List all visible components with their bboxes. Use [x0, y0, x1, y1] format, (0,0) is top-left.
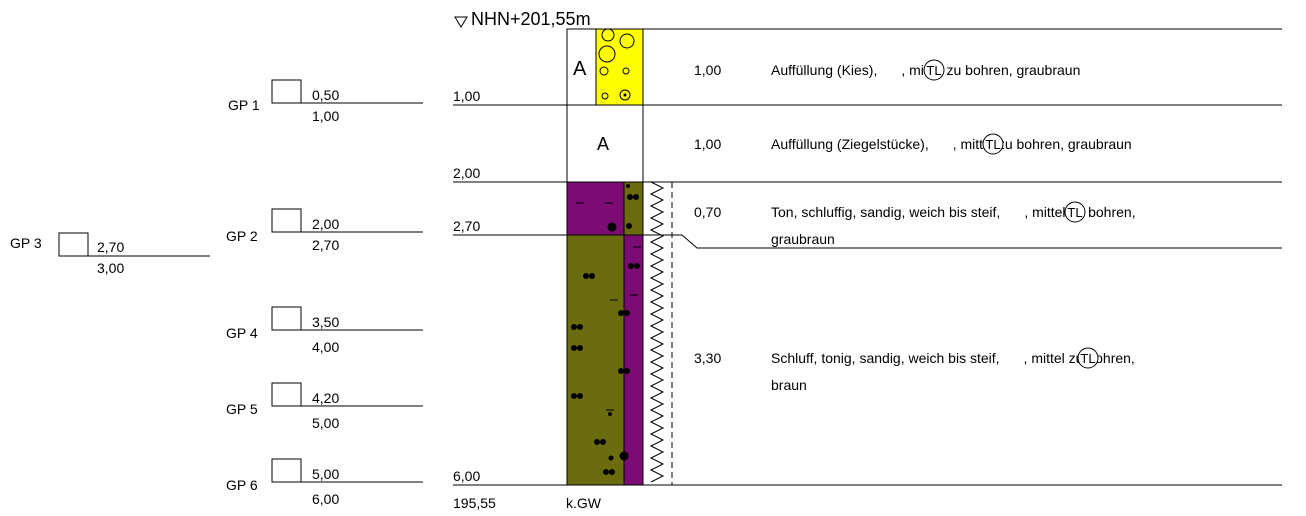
depth-mark: 6,00: [453, 468, 480, 484]
layer-description: Auffüllung (Kies),, mittel zu bohren, gr…: [771, 62, 1080, 78]
sample-name: GP 6: [226, 477, 258, 493]
sample-bottom: 3,00: [97, 260, 124, 276]
layer-thickness: 1,00: [694, 62, 721, 78]
tl-badge: TL: [1077, 347, 1099, 369]
consistency-strip: [649, 181, 673, 485]
depth-mark: 2,70: [453, 218, 480, 234]
sample-bottom: 1,00: [312, 108, 339, 124]
sample-box: [271, 208, 302, 233]
sample-top: 2,00: [312, 216, 339, 232]
depth-mark: 2,00: [453, 165, 480, 181]
sample-top: 0,50: [312, 87, 339, 103]
layer-description: Auffüllung (Ziegelstücke),, mittel zu bo…: [771, 136, 1132, 152]
layer-1-column: A: [566, 28, 644, 106]
depth-mark: 1,00: [453, 88, 480, 104]
layer-2-column: A: [566, 104, 644, 183]
sample-top: 3,50: [312, 314, 339, 330]
bottom-elevation: 195,55: [453, 495, 496, 511]
sample-box: [271, 382, 302, 407]
fill-symbol: A: [597, 134, 609, 154]
sample-gp2: GP 2 2,00 2,70: [226, 208, 423, 253]
sample-bottom: 2,70: [312, 237, 339, 253]
svg-text:TL: TL: [985, 137, 1000, 152]
sample-top: 2,70: [97, 239, 124, 255]
sample-bottom: 4,00: [312, 339, 339, 355]
sample-name: GP 4: [226, 325, 258, 341]
sample-box: [271, 458, 302, 483]
sample-bottom: 6,00: [312, 491, 339, 507]
fill-symbol: A: [573, 58, 587, 80]
svg-text:TL: TL: [926, 63, 941, 78]
layer-thickness: 1,00: [694, 136, 721, 152]
silt-pattern-icon: [571, 246, 641, 475]
sample-name: GP 1: [228, 97, 260, 113]
sample-box: [271, 79, 302, 104]
sample-name: GP 3: [10, 235, 42, 251]
sample-gp3: GP 3 2,70 3,00: [10, 232, 210, 276]
layer-thickness: 0,70: [694, 204, 721, 220]
sample-top: 5,00: [312, 466, 339, 482]
layer-3-column: [566, 181, 644, 236]
tl-badge: TL: [923, 59, 945, 81]
sample-name: GP 2: [226, 228, 258, 244]
layer-4-column: [566, 234, 644, 486]
svg-text:TL: TL: [1080, 351, 1095, 366]
sample-gp6: GP 6 5,00 6,00: [226, 458, 423, 507]
sample-box: [58, 232, 89, 257]
svg-text:TL: TL: [1067, 205, 1082, 220]
groundwater-note: k.GW: [566, 495, 602, 511]
elevation-triangle-icon: [454, 16, 468, 28]
sample-gp5: GP 5 4,20 5,00: [226, 382, 423, 431]
layer-thickness: 3,30: [694, 350, 721, 366]
layer-description-line2: graubraun: [771, 231, 835, 247]
zigzag-icon: [649, 181, 665, 483]
layer-description-line2: braun: [771, 377, 807, 393]
sample-gp1: GP 1 0,50 1,00: [228, 79, 423, 124]
sample-name: GP 5: [226, 401, 258, 417]
table-row-line: [643, 234, 1282, 249]
sample-top: 4,20: [312, 390, 339, 406]
clay-pattern-icon: [576, 184, 639, 232]
gravel-circles-icon: [598, 28, 635, 101]
layer-2-background: [566, 104, 644, 183]
tl-badge: TL: [1064, 201, 1086, 223]
elevation-label: NHN+201,55m: [471, 9, 591, 29]
sample-gp4: GP 4 3,50 4,00: [226, 306, 423, 355]
silt-side-band: [623, 234, 644, 486]
tl-badge: TL: [982, 133, 1004, 155]
sample-bottom: 5,00: [312, 415, 339, 431]
sample-box: [271, 306, 302, 331]
